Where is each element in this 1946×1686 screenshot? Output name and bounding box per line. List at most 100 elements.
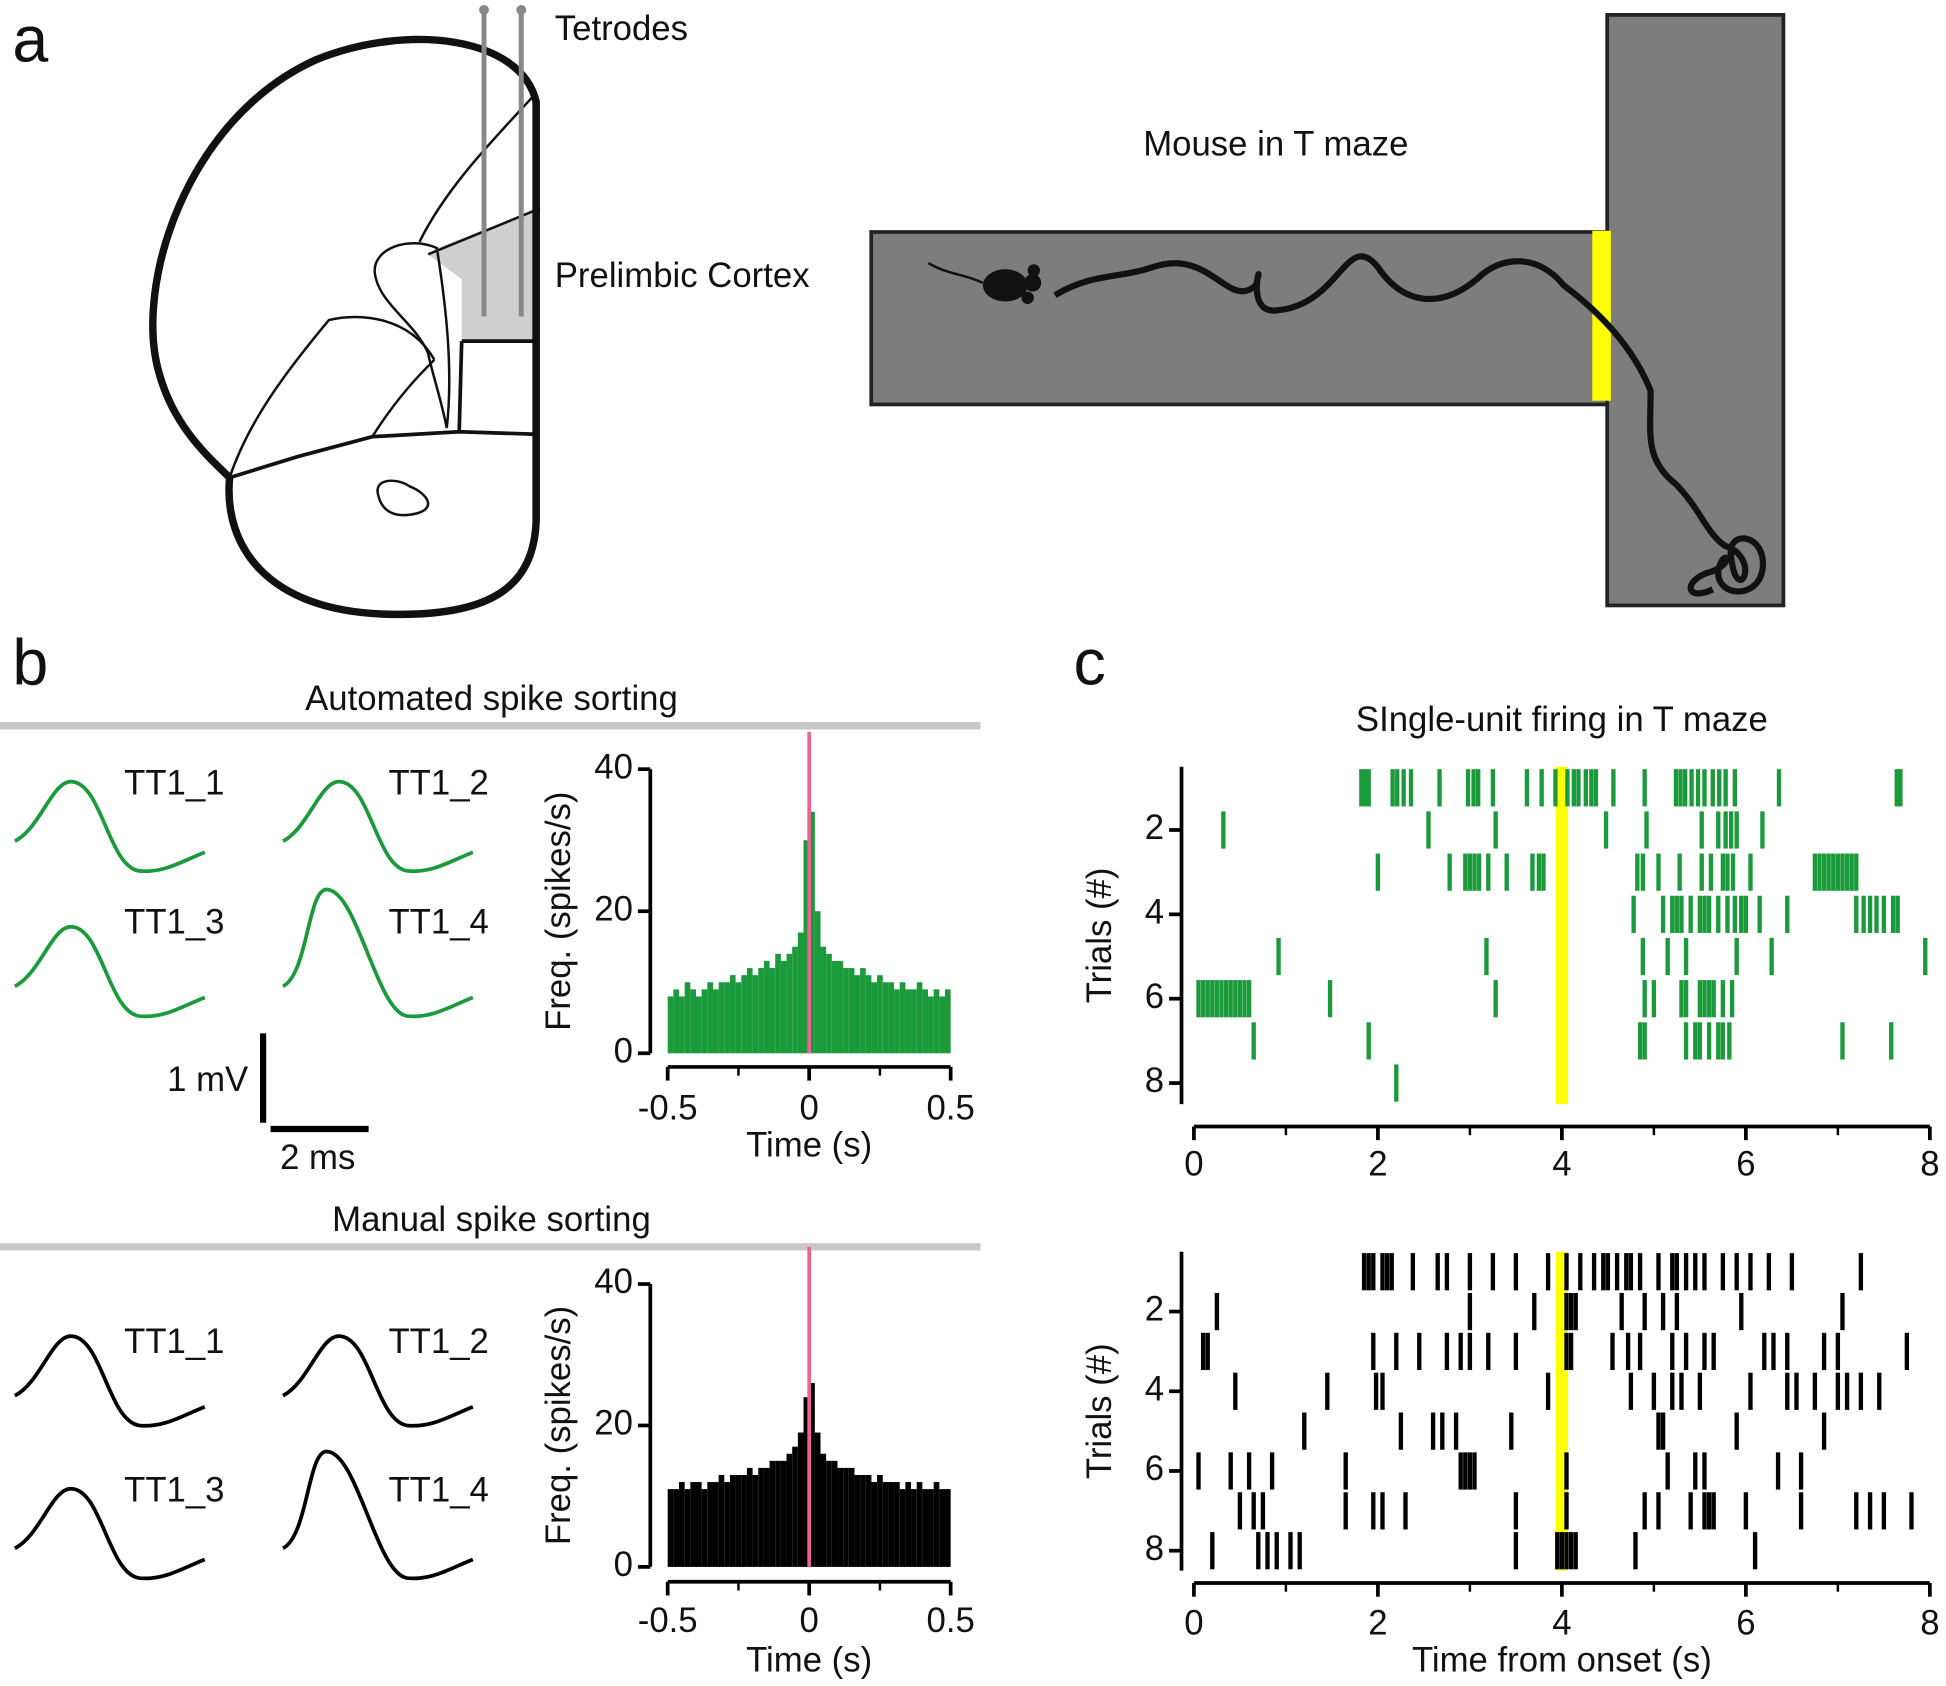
bar	[848, 1467, 855, 1567]
bar	[826, 953, 832, 1054]
bar	[763, 960, 770, 1054]
bar	[831, 960, 838, 1054]
bar	[724, 1482, 730, 1567]
x-tick-label: 2	[1368, 1145, 1387, 1183]
y-tick-label: 2	[1145, 1291, 1164, 1329]
bar	[769, 1460, 776, 1567]
bar	[831, 1460, 838, 1567]
waveform-label: TT1_2	[388, 764, 488, 802]
bar	[860, 968, 866, 1054]
bar	[775, 1460, 781, 1567]
bar	[837, 960, 844, 1054]
waveform	[13, 1334, 206, 1428]
bar	[854, 975, 861, 1054]
y-tick-label: 0	[614, 1032, 633, 1070]
waveform-label: TT1_1	[124, 764, 224, 802]
bar	[797, 1432, 804, 1567]
bar	[888, 1482, 895, 1567]
bar	[854, 1474, 861, 1567]
bar	[814, 1432, 821, 1567]
bar	[899, 1489, 906, 1567]
bar	[673, 1489, 680, 1567]
x-tick-label: 4	[1552, 1604, 1571, 1642]
bar	[933, 989, 940, 1054]
t-maze	[869, 13, 1786, 608]
y-tick-label: 6	[1145, 1450, 1164, 1488]
section-title: Manual spike sorting	[332, 1201, 651, 1239]
x-tick-label: 0	[800, 1090, 819, 1128]
waveform	[281, 1449, 474, 1581]
waveform-label: TT1_2	[388, 1323, 488, 1361]
diagram-label: Mouse in T maze	[1143, 126, 1408, 164]
bar	[916, 982, 923, 1054]
bar	[758, 1467, 764, 1567]
bar	[746, 1467, 753, 1567]
bar	[679, 1482, 685, 1567]
x-tick-label: 0	[800, 1602, 819, 1640]
bar	[695, 1482, 702, 1567]
bar	[786, 953, 793, 1054]
bar	[888, 982, 895, 1054]
bar	[752, 975, 759, 1054]
y-axis-label: Trials (#)	[1081, 868, 1119, 1004]
bar	[809, 1383, 815, 1567]
bar	[803, 840, 810, 1054]
bar	[684, 1489, 691, 1567]
bar	[735, 982, 742, 1054]
bar	[945, 1489, 951, 1567]
x-tick-label: 8	[1920, 1604, 1939, 1642]
y-axis-label: Freq. (spikes/s)	[540, 1306, 578, 1545]
bar	[865, 975, 872, 1054]
bar	[769, 968, 776, 1054]
x-axis-label: Time (s)	[746, 1642, 872, 1680]
bar	[860, 1474, 866, 1567]
waveform	[13, 924, 206, 1019]
bar	[724, 982, 730, 1054]
waveform	[282, 1334, 474, 1428]
bar	[707, 1482, 713, 1567]
bar	[712, 989, 719, 1054]
bar	[718, 982, 725, 1054]
bar	[882, 1482, 889, 1567]
waveform	[281, 887, 474, 1019]
bar	[871, 982, 878, 1054]
bar	[939, 1489, 946, 1567]
x-tick-label: 6	[1736, 1145, 1755, 1183]
bar	[690, 1482, 696, 1567]
panel-letter: b	[12, 627, 48, 699]
x-tick-label: -0.5	[638, 1090, 698, 1128]
y-tick-label: 8	[1145, 1530, 1164, 1568]
y-axis-label: Trials (#)	[1081, 1343, 1119, 1479]
bar	[928, 996, 934, 1054]
bar	[741, 1474, 747, 1567]
bar	[945, 989, 951, 1054]
waveform-label: TT1_4	[388, 1472, 488, 1510]
bar	[792, 946, 798, 1054]
x-tick-label: 0	[1184, 1604, 1203, 1642]
bar	[763, 1467, 770, 1567]
y-tick-label: 20	[594, 1405, 633, 1443]
bar	[718, 1474, 725, 1567]
panel-letter: a	[12, 4, 48, 76]
bar	[911, 989, 917, 1054]
highlight-band	[1555, 766, 1569, 1105]
bar	[729, 975, 736, 1054]
bar	[667, 996, 674, 1054]
scale-label: 2 ms	[280, 1139, 355, 1177]
bar	[797, 932, 804, 1054]
bar	[712, 1482, 719, 1567]
waveform	[13, 779, 206, 874]
x-tick-label: 0.5	[927, 1090, 975, 1128]
bar	[786, 1453, 793, 1567]
panel-letter: c	[1074, 627, 1106, 699]
bar	[894, 989, 900, 1054]
bar	[746, 968, 753, 1054]
bar	[792, 1446, 798, 1567]
bar	[814, 911, 821, 1054]
bar	[922, 1489, 929, 1567]
x-tick-label: 0	[1184, 1145, 1203, 1183]
section-title: Automated spike sorting	[305, 680, 678, 718]
y-tick-label: 6	[1145, 978, 1164, 1016]
diagram-label: Prelimbic Cortex	[555, 257, 810, 295]
